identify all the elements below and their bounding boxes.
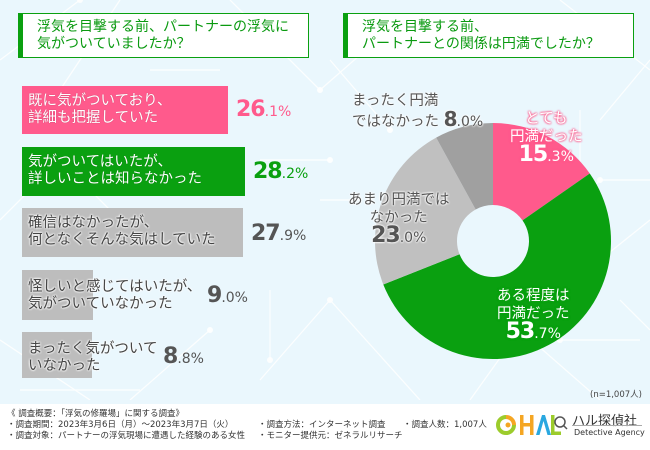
logo-name-jp: ハル探偵社 <box>572 414 638 429</box>
slice-label-3: まったく円満 ではなかった 8.0% <box>352 93 484 131</box>
bar-value-2: 27.9% <box>251 221 307 246</box>
right-question-line2: パートナーとの関係は円満でしたか？ <box>362 36 600 52</box>
bar-value-4: 8.8% <box>163 344 204 369</box>
left-question-line2: 気がついていましたか？ <box>37 36 191 52</box>
sample-size-note: (n=1,007人) <box>590 390 642 400</box>
donut-slice-0 <box>493 123 590 221</box>
hal-logo-mark <box>496 415 568 435</box>
right-question-line1: 浮気を目撃する前、 <box>362 19 488 35</box>
bar-3 <box>22 270 93 320</box>
survey-count: ・調査人数：1,007人 <box>403 420 487 430</box>
slice-label-2: あまり円満では なかった 23.0% <box>348 192 450 248</box>
survey-target: ・調査対象：パートナーの浮気現場に遭遇した経験のある女性 <box>7 431 246 441</box>
slice-label-1: ある程度は 円満だった 53.7% <box>497 288 570 344</box>
bar-4 <box>22 332 92 378</box>
right-question-box: 浮気を目撃する前、 パートナーとの関係は円満でしたか？ <box>343 13 634 58</box>
bar-1 <box>22 147 245 196</box>
bar-label-2: 確信はなかったが、 何となくそんな気はしていた <box>28 215 216 248</box>
bar-value-1: 28.2% <box>253 159 309 184</box>
survey-provider: ・モニター提供元：ゼネラルリサーチ <box>258 431 403 441</box>
slice-label-0: とても 円満だった 15.3% <box>510 111 583 167</box>
hal-logo: ハル探偵社 Detective Agency <box>496 408 646 442</box>
donut-chart <box>375 118 611 359</box>
bar-2 <box>22 208 243 257</box>
bar-value-0: 26.1% <box>236 97 292 122</box>
survey-period: ・調査期間：2023年3月6日（月）～2023年3月7日（火） <box>7 420 234 430</box>
bar-value-3: 9.0% <box>207 283 248 308</box>
left-question-line1: 浮気を目撃する前、パートナーの浮気に <box>37 19 289 35</box>
bar-0 <box>22 86 228 134</box>
bar-label-0: 既に気がついており、 詳細も把握していた <box>28 93 172 126</box>
bar-label-3: 怪しいと感じてはいたが、 気がついていなかった <box>28 279 202 312</box>
left-question-box: 浮気を目撃する前、パートナーの浮気に 気がついていましたか？ <box>18 13 309 58</box>
logo-name-en: Detective Agency <box>574 428 645 437</box>
survey-summary: 《 調査概要：「浮気の修羅場」に関する調査》 <box>7 409 184 419</box>
survey-method: ・調査方法：インターネット調査 <box>258 420 386 430</box>
leader-line <box>461 118 465 127</box>
donut-slice-2 <box>375 137 476 285</box>
bar-label-4: まったく気がついて いなかった <box>28 341 158 374</box>
donut-slice-1 <box>383 173 611 359</box>
bar-label-1: 気がついてはいたが、 詳しいことは知らなかった <box>28 154 202 187</box>
donut-slice-3 <box>436 123 493 210</box>
